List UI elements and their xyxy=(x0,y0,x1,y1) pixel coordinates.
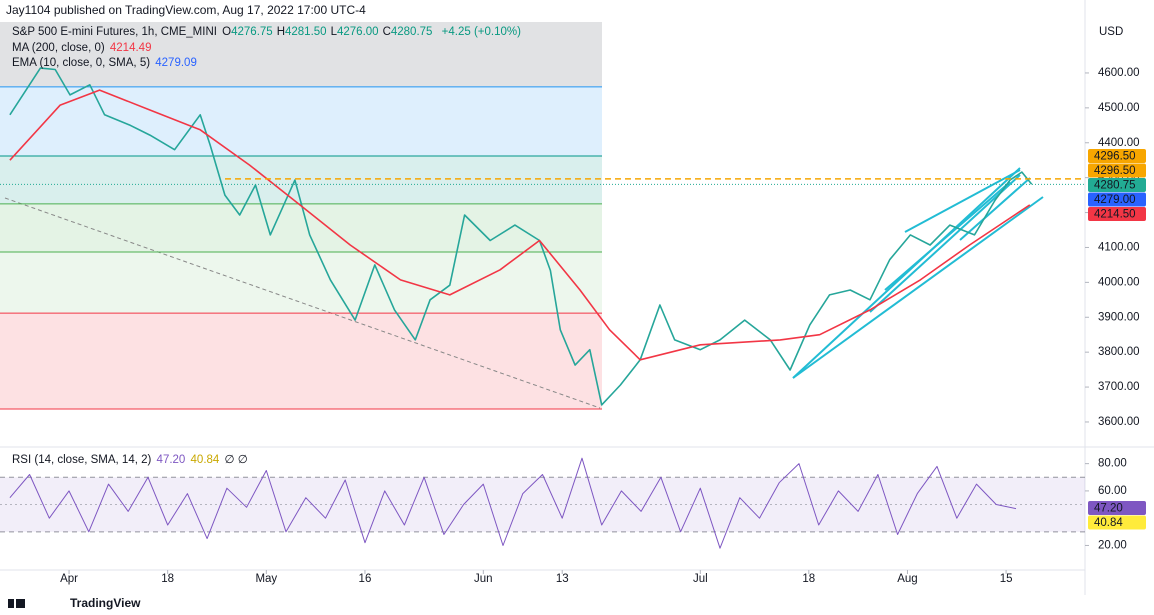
price-tag xyxy=(1088,149,1146,163)
x-tick-label: Jul xyxy=(693,573,708,585)
price-tag xyxy=(1088,163,1146,178)
ohlc-value: 4280.75 xyxy=(390,26,433,38)
x-tick-label: Aug xyxy=(897,573,917,585)
legend-rsi: RSI (14, close, SMA, 14, 2) 47.20 40.84 … xyxy=(12,452,250,466)
fib-band xyxy=(0,251,602,314)
ohlc: O4276.75 H4281.50 L4276.00 C4280.75 xyxy=(222,26,436,38)
rsi-value: 47.20 xyxy=(156,454,186,466)
trend-line xyxy=(959,177,1031,241)
price-tag-label: 4214.50 xyxy=(1094,209,1136,221)
ema-value: 4279.09 xyxy=(155,57,197,69)
ohlc-label: C xyxy=(382,26,391,38)
fib-band xyxy=(0,313,602,410)
legend-main: S&P 500 E-mini Futures, 1h, CME_MINI O42… xyxy=(12,26,523,38)
symbol: S&P 500 E-mini Futures, 1h, CME_MINI xyxy=(12,26,217,38)
x-tick-label: 13 xyxy=(556,573,569,585)
legend-ma: MA (200, close, 0) 4214.49 xyxy=(12,42,153,54)
ohlc-value: 4281.50 xyxy=(285,26,327,38)
price-tag-label: 4280.75 xyxy=(1094,180,1136,192)
rsi-name: RSI (14, close, SMA, 14, 2) xyxy=(12,454,152,466)
price-tag xyxy=(1088,192,1146,207)
y-tick-label: 4500.00 xyxy=(1098,102,1140,114)
price-tag-label: 4279.00 xyxy=(1094,194,1136,206)
x-tick-label: Jun xyxy=(474,573,493,585)
x-tick-label: 18 xyxy=(802,573,815,585)
y-tick-label: 20.00 xyxy=(1098,539,1127,551)
ma-value: 4214.49 xyxy=(109,42,152,54)
trend-line xyxy=(904,169,1021,233)
price-tag xyxy=(1088,515,1146,530)
y-tick-label: 3700.00 xyxy=(1098,381,1140,393)
y-tick-label: 4000.00 xyxy=(1098,276,1140,288)
x-tick-label: 18 xyxy=(161,573,174,585)
ohlc-value: 4276.00 xyxy=(336,26,379,38)
ema-name: EMA (10, close, 0, SMA, 5) xyxy=(12,57,151,69)
price-tag-label: 4296.50 xyxy=(1094,165,1136,177)
price-tag xyxy=(1088,207,1146,221)
trend-line xyxy=(792,196,1044,379)
price-tag-label: 47.20 xyxy=(1094,503,1123,515)
y-tick-label: 4100.00 xyxy=(1098,241,1140,253)
price-tag xyxy=(1088,501,1146,515)
ohlc-label: H xyxy=(276,26,285,38)
fib-band xyxy=(0,86,602,157)
ohlc-label: O xyxy=(222,26,232,38)
trend-line xyxy=(792,167,1021,379)
rsi-ma-value: 40.84 xyxy=(190,454,220,466)
publisher: Jay1104 published on TradingView.com, Au… xyxy=(6,3,366,17)
legend-ema: EMA (10, close, 0, SMA, 5) 4279.09 xyxy=(12,57,199,69)
y-tick-label: 4600.00 xyxy=(1098,67,1140,79)
rsi-band xyxy=(0,477,1085,532)
y-tick-label: 3600.00 xyxy=(1098,416,1140,428)
top-band xyxy=(0,22,602,87)
logo-icon xyxy=(8,599,25,608)
y-tick-label: 3800.00 xyxy=(1098,346,1140,358)
ma-name: MA (200, close, 0) xyxy=(12,42,105,54)
x-tick-label: 15 xyxy=(1000,573,1013,585)
trend-line xyxy=(884,181,1011,291)
ohlc-value: 4276.75 xyxy=(231,26,273,38)
trend-line xyxy=(4,197,601,409)
logo: TradingView xyxy=(70,596,141,610)
x-tick-label: Apr xyxy=(60,573,78,585)
ohlc-label: L xyxy=(330,26,337,38)
price-tag-label: 4296.50 xyxy=(1094,151,1136,163)
price-tag xyxy=(1088,178,1146,192)
rsi-extra: ∅ ∅ xyxy=(224,454,248,466)
y-tick-label: 3900.00 xyxy=(1098,311,1140,323)
trend-line xyxy=(869,174,1021,313)
y-tick-label: 80.00 xyxy=(1098,458,1127,470)
y-tick-label: 60.00 xyxy=(1098,485,1127,497)
axis-unit: USD xyxy=(1099,26,1123,38)
price-tag-label: 40.84 xyxy=(1094,517,1123,529)
x-tick-label: May xyxy=(255,573,277,585)
series-line xyxy=(9,457,1017,549)
x-tick-label: 16 xyxy=(359,573,372,585)
fib-band xyxy=(0,203,602,252)
series-line xyxy=(9,89,1031,361)
change: +4.25 (+0.10%) xyxy=(441,26,521,38)
wedge-lines xyxy=(792,167,1044,379)
fib-band xyxy=(0,156,602,204)
y-tick-label: 4400.00 xyxy=(1098,137,1140,149)
